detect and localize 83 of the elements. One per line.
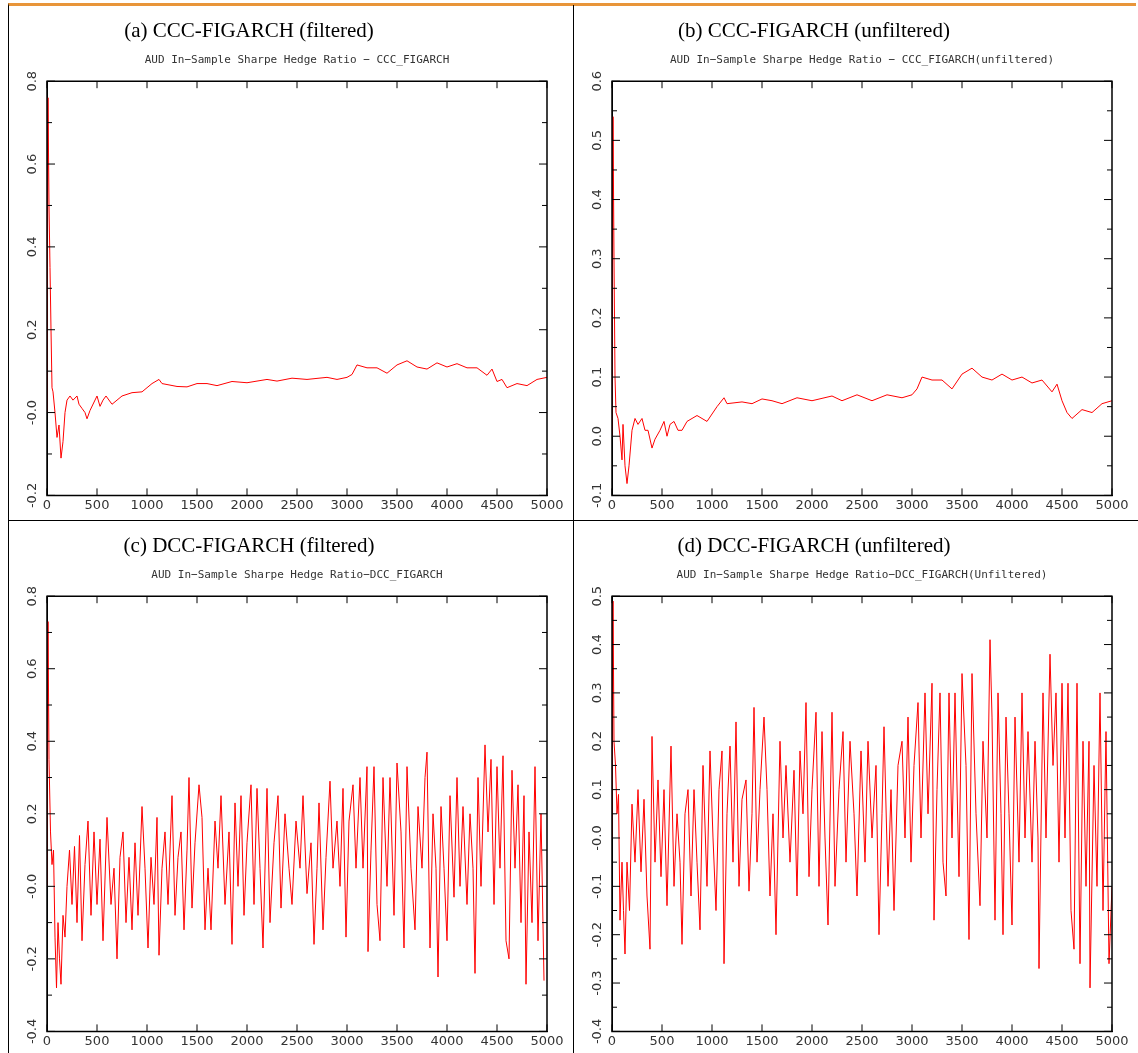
chart-title: (a) CCC-FIGARCH (filtered) bbox=[123, 18, 375, 43]
y-tick-label: -0.0 bbox=[23, 873, 39, 900]
x-tick-label: 2000 bbox=[795, 496, 829, 512]
y-tick-label: 0.2 bbox=[588, 730, 604, 752]
y-tick-label: 0.0 bbox=[588, 425, 604, 447]
y-tick-label: 0.4 bbox=[588, 634, 604, 655]
x-tick-label: 2500 bbox=[845, 496, 879, 512]
y-tick-label: -0.1 bbox=[588, 482, 604, 509]
x-tick-label: 1000 bbox=[695, 1032, 729, 1048]
y-tick-label: 0.6 bbox=[23, 658, 39, 680]
x-tick-label: 500 bbox=[84, 1032, 110, 1048]
y-tick-label: 0.3 bbox=[588, 682, 604, 704]
chart-title: (b) CCC-FIGARCH (unfiltered) bbox=[677, 18, 951, 43]
y-tick-label: 0.2 bbox=[23, 803, 39, 825]
y-tick-label: 0.3 bbox=[588, 248, 604, 270]
chart-subtitle: AUD In−Sample Sharpe Hedge Ratio − CCC_FIGARCH(unfiltered) bbox=[669, 53, 1055, 67]
x-tick-label: 3000 bbox=[330, 1032, 364, 1048]
y-tick-label: -0.4 bbox=[23, 1018, 39, 1045]
x-tick-label: 2500 bbox=[280, 1032, 314, 1048]
chart-title: (d) DCC-FIGARCH (unfiltered) bbox=[676, 533, 952, 558]
y-tick-label: -0.0 bbox=[588, 825, 604, 851]
x-tick-label: 1500 bbox=[745, 496, 779, 512]
y-tick-label: 0.5 bbox=[588, 585, 604, 607]
x-tick-label: 2000 bbox=[230, 1032, 264, 1048]
y-tick-label: 0.1 bbox=[588, 366, 604, 388]
x-tick-label: 4000 bbox=[430, 496, 464, 512]
y-tick-label: 0.8 bbox=[23, 585, 39, 607]
x-tick-label: 1000 bbox=[130, 1032, 164, 1048]
y-tick-label: 0.6 bbox=[23, 153, 39, 175]
x-tick-label: 0 bbox=[42, 496, 52, 512]
x-tick-label: 2000 bbox=[795, 1032, 829, 1048]
x-tick-label: 3000 bbox=[895, 496, 929, 512]
x-tick-label: 2000 bbox=[230, 496, 264, 512]
y-tick-label: -0.4 bbox=[588, 1018, 604, 1045]
x-tick-label: 1500 bbox=[745, 1032, 779, 1048]
x-tick-label: 3500 bbox=[380, 496, 414, 512]
x-tick-label: 0 bbox=[607, 496, 617, 512]
x-tick-label: 1500 bbox=[180, 1032, 214, 1048]
x-tick-label: 1000 bbox=[695, 496, 729, 512]
x-tick-label: 4500 bbox=[480, 1032, 514, 1048]
y-tick-label: 0.1 bbox=[588, 779, 604, 800]
x-tick-label: 3500 bbox=[380, 1032, 414, 1048]
x-tick-label: 4000 bbox=[995, 496, 1029, 512]
y-tick-label: 0.5 bbox=[588, 130, 604, 151]
y-tick-label: 0.2 bbox=[23, 319, 39, 341]
x-tick-label: 2500 bbox=[845, 1032, 879, 1048]
x-tick-label: 3000 bbox=[330, 496, 364, 512]
y-tick-label: -0.2 bbox=[23, 482, 39, 509]
x-tick-label: 4000 bbox=[430, 1032, 464, 1048]
chart-subtitle: AUD In−Sample Sharpe Hedge Ratio−DCC_FIGARCH(Unfiltered) bbox=[676, 568, 1048, 582]
x-tick-label: 3000 bbox=[895, 1032, 929, 1048]
y-tick-label: 0.4 bbox=[23, 730, 39, 752]
x-tick-label: 1500 bbox=[180, 496, 214, 512]
x-tick-label: 500 bbox=[84, 496, 110, 512]
x-tick-label: 0 bbox=[42, 1032, 52, 1048]
x-tick-label: 3500 bbox=[945, 1032, 979, 1048]
x-tick-label: 4500 bbox=[1045, 1032, 1079, 1048]
x-tick-label: 3500 bbox=[945, 496, 979, 512]
y-tick-label: 0.4 bbox=[23, 236, 39, 258]
y-tick-label: 0.4 bbox=[588, 189, 604, 210]
x-tick-label: 2500 bbox=[280, 496, 314, 512]
x-tick-label: 4500 bbox=[1045, 496, 1079, 512]
x-tick-label: 5000 bbox=[530, 1032, 564, 1048]
y-tick-label: -0.0 bbox=[23, 399, 39, 426]
chart-title: (c) DCC-FIGARCH (filtered) bbox=[122, 533, 376, 558]
y-tick-label: -0.3 bbox=[588, 970, 604, 996]
chart-subtitle: AUD In−Sample Sharpe Hedge Ratio − CCC_FIGARCH bbox=[144, 53, 450, 67]
y-tick-label: -0.1 bbox=[588, 873, 604, 900]
y-tick-label: -0.2 bbox=[23, 946, 39, 972]
x-tick-label: 5000 bbox=[530, 496, 564, 512]
x-tick-label: 500 bbox=[649, 1032, 675, 1048]
y-tick-label: 0.6 bbox=[588, 70, 604, 92]
x-tick-label: 1000 bbox=[130, 496, 164, 512]
x-tick-label: 0 bbox=[607, 1032, 617, 1048]
x-tick-label: 5000 bbox=[1095, 496, 1129, 512]
x-tick-label: 500 bbox=[649, 496, 675, 512]
x-tick-label: 4000 bbox=[995, 1032, 1029, 1048]
y-tick-label: 0.2 bbox=[588, 307, 604, 329]
x-tick-label: 4500 bbox=[480, 496, 514, 512]
chart-subtitle: AUD In−Sample Sharpe Hedge Ratio−DCC_FIGARCH bbox=[151, 568, 443, 582]
x-tick-label: 5000 bbox=[1095, 1032, 1129, 1048]
y-tick-label: -0.2 bbox=[588, 922, 604, 948]
y-tick-label: 0.8 bbox=[23, 70, 39, 92]
